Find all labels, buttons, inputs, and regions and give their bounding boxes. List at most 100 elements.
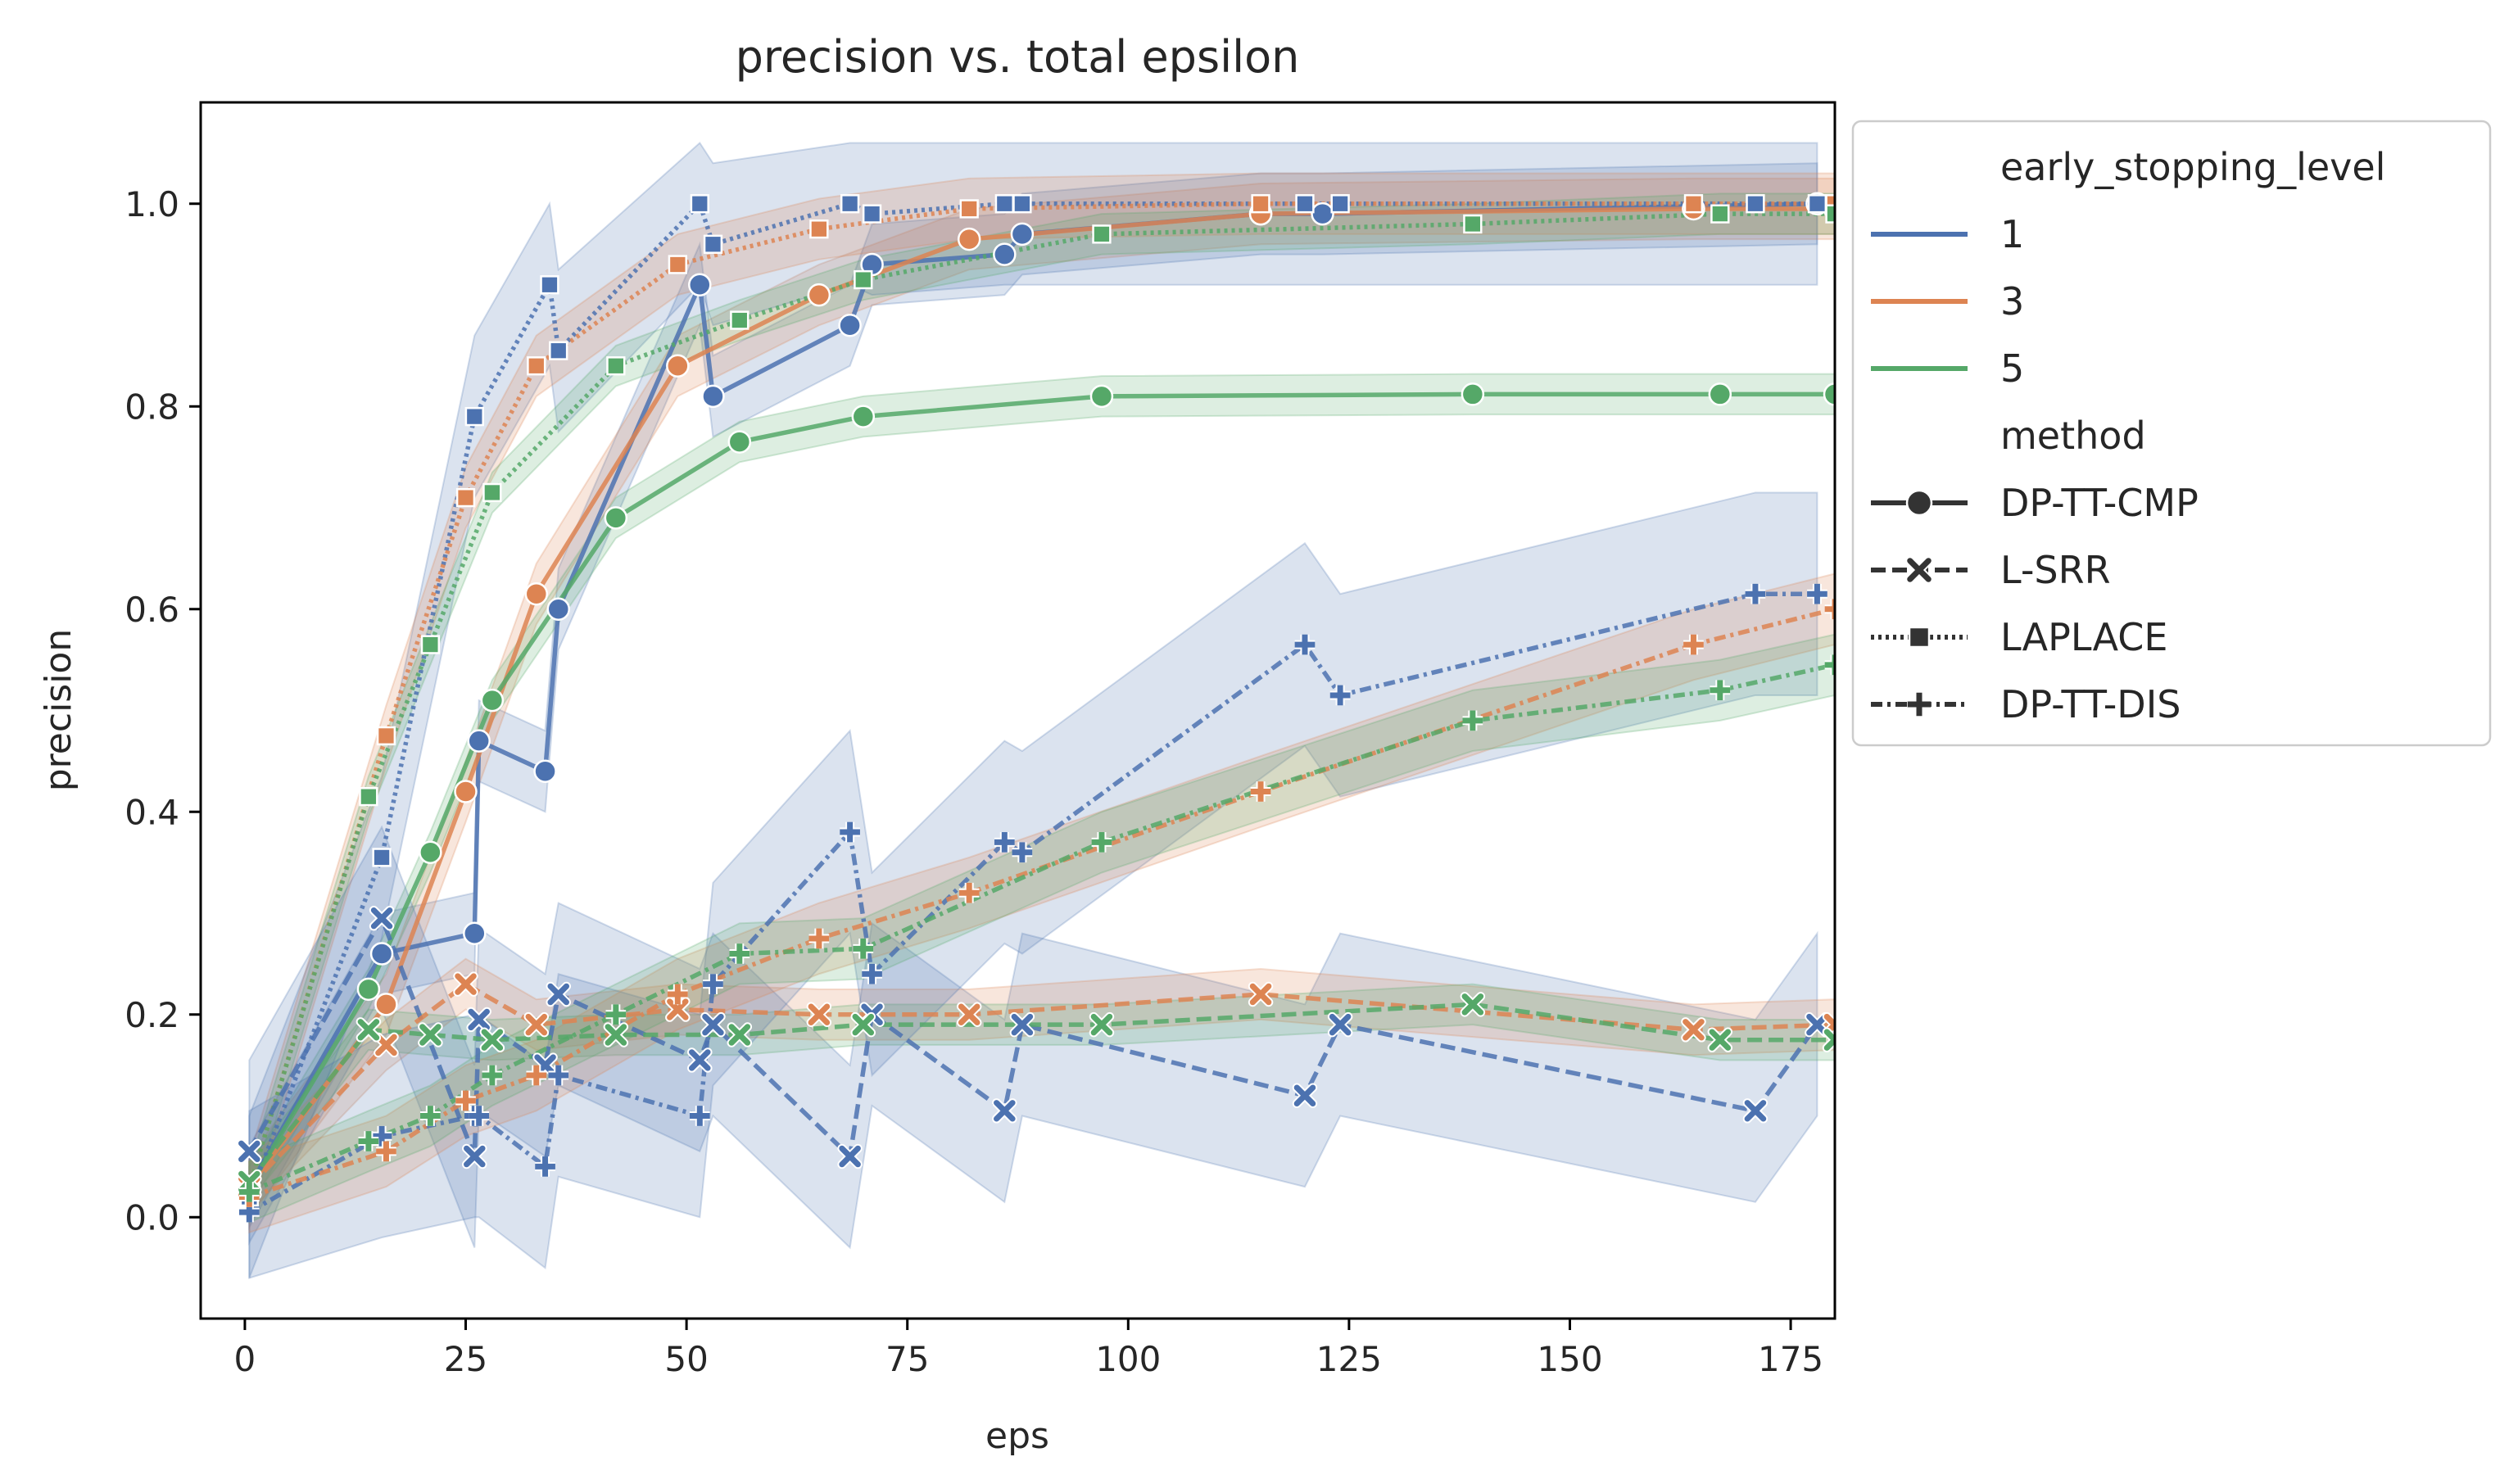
- x-tick-label: 125: [1316, 1339, 1382, 1379]
- series-dp-tt-dis-level-5-point: [1462, 710, 1483, 731]
- series-laplace-level-5-band: [248, 192, 1835, 1208]
- series-l-srr-level-5-point: [418, 1022, 443, 1047]
- legend-label-dp-tt-cmp: DP-TT-CMP: [2000, 481, 2199, 525]
- legend-label-level-3: 3: [2000, 279, 2024, 323]
- plot-frame: [199, 101, 1836, 1320]
- series-dp-tt-cmp-level-3-point: [807, 283, 831, 307]
- series-dp-tt-dis-level-3-line: [248, 607, 1835, 1200]
- legend-label-level-1: 1: [2000, 212, 2024, 256]
- series-dp-tt-dis-level-1-point: [1329, 685, 1351, 706]
- series-dp-tt-cmp-level-5-point: [356, 977, 381, 1002]
- series-laplace-level-1-point: [994, 194, 1014, 214]
- series-laplace-level-1-point: [840, 194, 860, 214]
- series-laplace-level-1-point: [540, 275, 559, 295]
- confidence-bands: [248, 141, 1835, 1279]
- series-l-srr-level-1-line: [247, 916, 1819, 1159]
- series-laplace-level-5-point: [359, 787, 378, 807]
- series-laplace-level-3-point: [959, 199, 979, 219]
- series-dp-tt-dis-level-5-point: [358, 1131, 379, 1151]
- series-l-srr-level-3-point: [806, 1002, 832, 1027]
- x-axis: 0 25 50 75 100 125 150 175: [234, 1319, 1823, 1379]
- series-dp-tt-cmp-level-1-point: [369, 942, 394, 966]
- series-l-srr-level-1-point: [1292, 1083, 1318, 1108]
- series-l-srr-level-5-point: [479, 1027, 505, 1052]
- series-l-srr-level-5-point: [237, 1169, 262, 1195]
- series-l-srr-level-3-point: [523, 1011, 550, 1038]
- series-dp-tt-cmp-level-3-band: [248, 177, 1835, 1220]
- series-l-srr-level-5-band: [248, 983, 1835, 1205]
- series-laplace-level-1-point: [703, 234, 723, 254]
- series-dp-tt-cmp-level-1-point: [533, 759, 557, 783]
- series-dp-tt-cmp-level-1-point: [463, 921, 487, 945]
- series-l-srr-level-5-point: [1822, 1027, 1835, 1052]
- series-dp-tt-dis-level-5-point: [853, 938, 874, 959]
- series-laplace-level-3-line: [247, 201, 1835, 1188]
- series-laplace-level-5-point: [1825, 204, 1835, 224]
- series-dp-tt-dis-level-5-point: [482, 1065, 503, 1086]
- series-dp-tt-cmp-level-1-point: [701, 384, 725, 409]
- series-dp-tt-dis-level-3-point: [1824, 599, 1835, 620]
- series-dp-tt-cmp-level-1-point: [688, 273, 712, 296]
- y-axis-label: precision: [38, 629, 79, 792]
- y-tick-label: 1.0: [125, 184, 179, 224]
- series-l-srr-level-5-point: [850, 1011, 876, 1038]
- series-laplace-level-1-point: [464, 406, 484, 427]
- series-l-srr-level-5-point: [356, 1017, 382, 1043]
- series-laplace-level-5-point: [482, 482, 502, 503]
- series-laplace-level-3-point: [1683, 194, 1704, 214]
- series-dp-tt-dis-level-5-point: [729, 943, 750, 964]
- legend-marker-dp-tt-cmp: [1905, 489, 1933, 517]
- series-l-srr-level-3-point: [1681, 1017, 1706, 1043]
- series-dp-tt-cmp-level-3-point: [454, 780, 478, 803]
- series-laplace-level-1-point: [690, 194, 709, 214]
- series-l-srr-level-1-point: [546, 981, 571, 1007]
- series-dp-tt-dis-level-1-point: [1745, 583, 1766, 604]
- series-dp-tt-dis-level-1-point: [703, 974, 723, 994]
- series-laplace-level-1-point: [862, 204, 882, 224]
- series-laplace-level-1-point: [1807, 194, 1827, 214]
- series-dp-tt-dis-level-3-point: [808, 928, 830, 949]
- series-dp-tt-dis-level-3-point: [526, 1065, 547, 1086]
- series-laplace-level-3-point: [1825, 194, 1835, 214]
- series-l-srr-level-1-point: [1009, 1011, 1035, 1038]
- series-laplace-level-3-point: [527, 356, 546, 376]
- y-tick-label: 0.0: [125, 1197, 179, 1237]
- x-tick-label: 0: [234, 1339, 256, 1379]
- x-tick-label: 100: [1095, 1339, 1161, 1379]
- series-dp-tt-cmp-level-5-point: [1089, 384, 1114, 409]
- series-dp-tt-cmp-level-3-point: [957, 227, 981, 251]
- series-dp-tt-dis-level-1-point: [469, 1106, 490, 1126]
- y-tick-label: 0.4: [125, 792, 179, 832]
- legend-marker-l-srr: [1905, 556, 1933, 584]
- x-tick-label: 50: [664, 1339, 708, 1379]
- series-l-srr-level-1-point: [1327, 1011, 1353, 1038]
- series-dp-tt-dis-level-3-band: [248, 572, 1835, 1234]
- series-dp-tt-cmp-level-1-point: [546, 597, 570, 621]
- series-laplace-level-5-line: [247, 211, 1835, 1188]
- legend-title-early-stopping-level: early_stopping_level: [2000, 145, 2385, 189]
- series-laplace-level-3-point: [376, 726, 396, 746]
- legend-label-level-5: 5: [2000, 346, 2024, 391]
- series-dp-tt-dis-level-3-point: [667, 984, 688, 1005]
- series-laplace-level-3-point: [455, 487, 476, 508]
- chart-title: precision vs. total epsilon: [736, 31, 1300, 83]
- series-dp-tt-dis-level-5-point: [420, 1106, 441, 1126]
- series-dp-tt-cmp-level-1-point: [1010, 222, 1035, 247]
- series-dp-tt-dis-level-1-point: [1012, 842, 1033, 863]
- x-tick-label: 175: [1758, 1339, 1823, 1379]
- series-laplace-level-5-point: [854, 269, 873, 290]
- series-dp-tt-cmp-level-3-point: [374, 993, 398, 1016]
- series-laplace-level-5-point: [1092, 224, 1112, 244]
- series-l-srr-level-5-point: [1089, 1011, 1115, 1038]
- series-dp-tt-cmp-level-1-point: [993, 242, 1017, 266]
- series-dp-tt-dis-level-5-point: [1824, 654, 1835, 676]
- x-tick-label: 75: [885, 1339, 929, 1379]
- series-dp-tt-cmp-level-3-point: [524, 581, 549, 606]
- series-laplace-level-5-point: [420, 635, 441, 654]
- legend-title-method: method: [2000, 414, 2146, 458]
- series-laplace-level-1-point: [372, 848, 392, 867]
- series-l-srr-level-3-point: [374, 1032, 399, 1058]
- series-l-srr-level-1-point: [1742, 1098, 1769, 1124]
- series-dp-tt-cmp-level-5-point: [1708, 382, 1732, 406]
